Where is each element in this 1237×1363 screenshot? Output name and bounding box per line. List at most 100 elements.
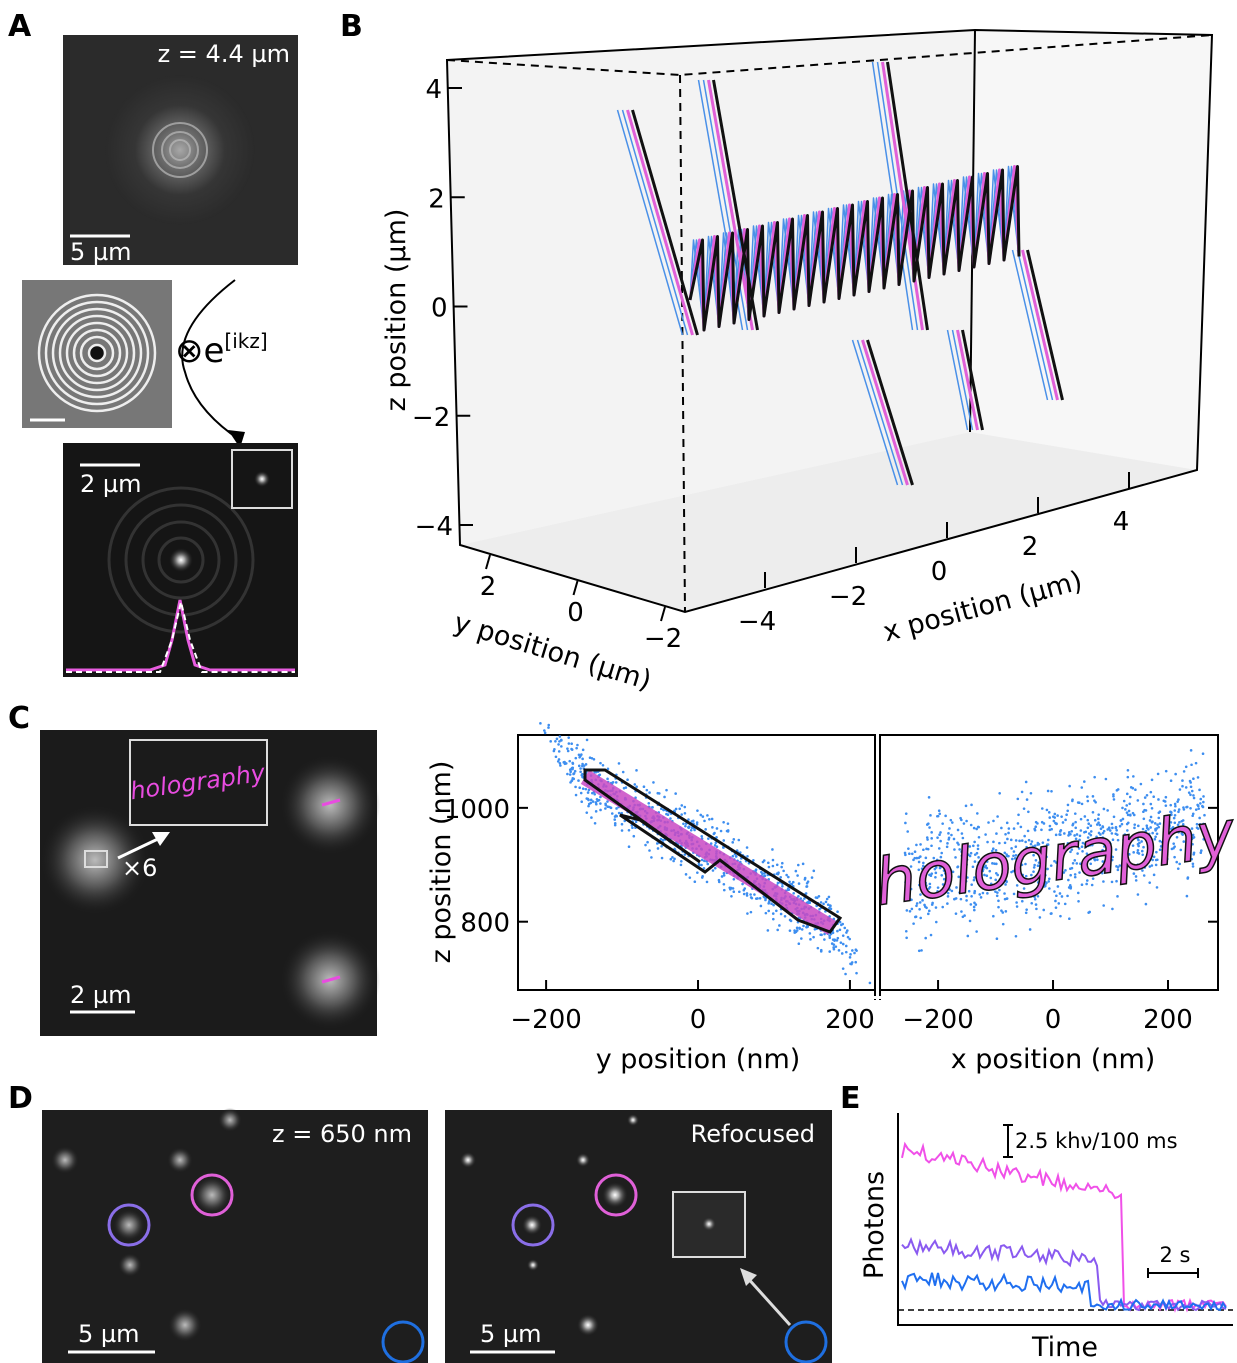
photon-traces <box>901 1141 1227 1313</box>
point <box>776 928 779 932</box>
point <box>912 922 915 925</box>
point <box>1169 821 1173 824</box>
point <box>669 857 673 861</box>
point <box>796 874 799 877</box>
point <box>920 867 924 870</box>
point <box>1083 863 1086 867</box>
point <box>1018 839 1021 843</box>
point <box>767 865 771 869</box>
point <box>1134 879 1138 882</box>
point <box>1116 838 1120 842</box>
point <box>558 735 562 738</box>
point <box>581 787 585 790</box>
point <box>835 939 839 942</box>
point <box>585 811 589 814</box>
point <box>1081 849 1084 853</box>
point <box>1059 828 1063 832</box>
point <box>1014 839 1018 842</box>
point <box>986 884 989 888</box>
point <box>683 805 687 809</box>
point <box>1041 841 1045 844</box>
point <box>975 827 978 831</box>
point <box>547 726 550 729</box>
trace <box>861 339 909 486</box>
point <box>1012 850 1016 853</box>
point <box>1199 802 1202 805</box>
point <box>960 854 964 857</box>
point <box>1145 793 1149 797</box>
point <box>1089 833 1093 837</box>
point <box>1052 819 1056 823</box>
point <box>1024 911 1028 915</box>
point <box>1153 837 1157 841</box>
point <box>1109 854 1113 858</box>
point <box>1048 877 1051 881</box>
point <box>789 919 793 923</box>
point <box>580 753 583 756</box>
point <box>647 801 651 805</box>
point <box>1110 822 1114 826</box>
point <box>997 899 1000 903</box>
tick-label: 200 <box>825 1005 875 1035</box>
point <box>590 816 593 819</box>
point <box>1063 832 1066 835</box>
point <box>758 896 762 900</box>
point <box>1132 775 1135 778</box>
point <box>1085 852 1089 855</box>
particle <box>527 1259 539 1271</box>
point <box>944 868 948 872</box>
point <box>1104 777 1108 781</box>
point <box>775 909 778 913</box>
point <box>977 861 980 864</box>
point <box>938 812 942 816</box>
point <box>942 877 946 881</box>
point <box>1124 853 1127 857</box>
point <box>915 856 919 860</box>
point <box>683 811 687 815</box>
point <box>601 763 605 767</box>
point <box>613 818 617 821</box>
point <box>1160 840 1164 844</box>
point <box>994 878 998 882</box>
point <box>1115 833 1119 836</box>
point <box>1066 809 1070 813</box>
point <box>599 802 602 805</box>
trace <box>956 329 979 431</box>
point <box>1073 875 1077 879</box>
point <box>1090 843 1094 847</box>
point <box>1087 871 1091 874</box>
point <box>1067 878 1070 882</box>
point <box>1095 835 1098 839</box>
point <box>964 804 968 808</box>
point <box>1002 867 1006 870</box>
point <box>988 869 992 873</box>
tick-label: −4 <box>738 607 776 637</box>
particle <box>602 1182 628 1208</box>
point <box>1179 826 1183 829</box>
point <box>772 903 775 907</box>
point <box>1019 825 1023 829</box>
point <box>555 737 559 741</box>
point <box>922 861 925 865</box>
trace <box>901 1141 1227 1313</box>
point <box>767 909 771 913</box>
point <box>958 848 961 851</box>
point <box>1142 817 1146 821</box>
point <box>574 785 577 789</box>
tick-label: −200 <box>902 1005 973 1035</box>
point <box>946 842 949 845</box>
point <box>1050 790 1053 793</box>
point <box>582 764 586 767</box>
point <box>1033 844 1037 848</box>
point <box>1063 848 1066 852</box>
point <box>1184 765 1188 769</box>
point <box>934 906 938 909</box>
point <box>1068 917 1071 921</box>
z-label: z = 4.4 µm <box>158 40 290 68</box>
point <box>752 858 755 862</box>
point <box>919 893 922 896</box>
point <box>976 869 979 873</box>
point <box>917 949 921 953</box>
point <box>577 764 581 768</box>
point <box>960 850 963 854</box>
